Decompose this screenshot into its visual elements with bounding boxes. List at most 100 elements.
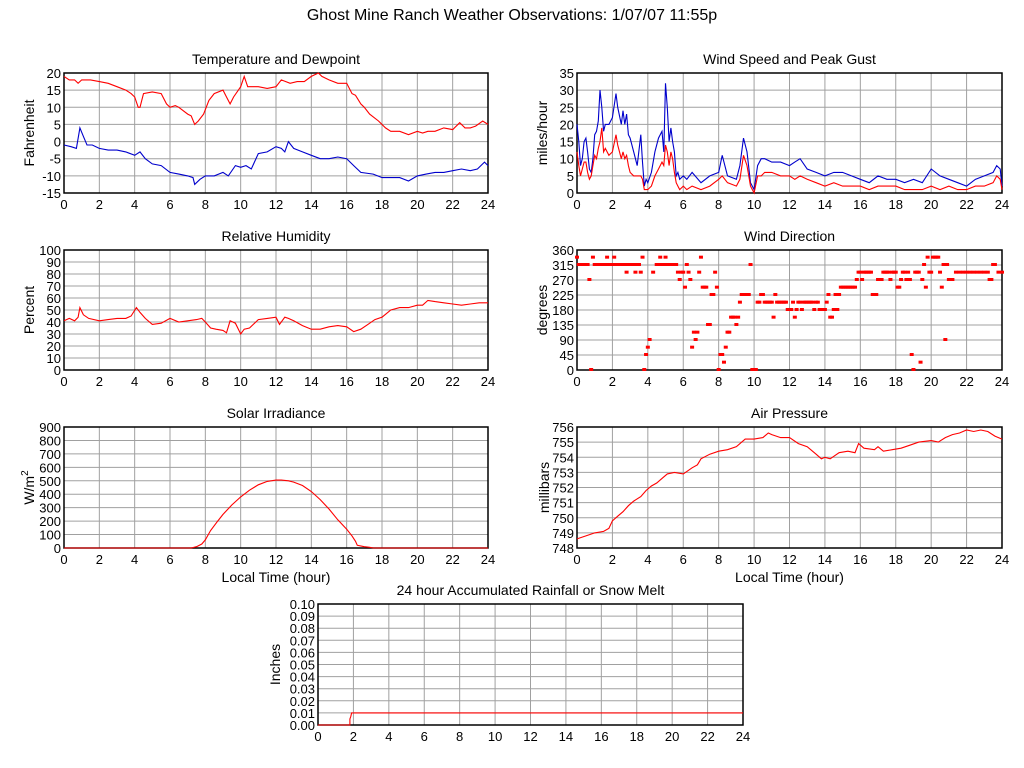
wind-direction-point: [711, 293, 716, 296]
x-tick-label: 6: [421, 729, 428, 744]
x-tick-label: 16: [594, 729, 608, 744]
x-tick-label: 0: [573, 197, 580, 212]
x-tick-label: 4: [644, 374, 651, 389]
y-tick-label: 360: [552, 243, 574, 258]
wind-direction-point: [945, 263, 950, 266]
y-tick-label: 0.04: [290, 670, 315, 685]
wind-direction-point: [633, 270, 638, 274]
x-tick-label: 2: [609, 552, 616, 567]
wind-direction-point: [971, 270, 976, 274]
x-tick-label: 20: [410, 374, 424, 389]
wind-direction-point: [946, 278, 951, 281]
wind-direction-point: [748, 263, 753, 266]
ylabel-text: degrees: [534, 285, 550, 336]
rainfall-series-rainfall: [318, 712, 743, 726]
x-tick-label: 18: [375, 197, 389, 212]
wind-direction-point: [695, 330, 700, 334]
y-tick-label: 500: [39, 474, 61, 489]
wind-direction-point: [769, 300, 774, 304]
wind-direction-point: [791, 300, 796, 304]
y-tick-label: 135: [552, 318, 574, 333]
wind-direction-point: [624, 270, 629, 274]
wind-direction-point: [830, 315, 834, 319]
wind-direction-point: [707, 323, 712, 326]
x-tick-label: 20: [410, 197, 424, 212]
y-tick-label: 900: [39, 420, 61, 435]
wind-direction-point: [893, 270, 898, 274]
x-tick-label: 20: [665, 729, 679, 744]
x-tick-label: 12: [782, 552, 796, 567]
x-tick-label: 12: [523, 729, 537, 744]
wind-direction-point: [978, 270, 983, 274]
y-tick-label: 0.08: [290, 621, 315, 636]
wind-direction-point: [723, 345, 728, 349]
wind-direction-point: [858, 270, 863, 274]
x-tick-label: 16: [339, 197, 353, 212]
y-tick-label: 20: [47, 339, 61, 354]
wind-direction-point: [644, 353, 649, 356]
y-tick-label: 15: [560, 135, 574, 150]
y-tick-label: -15: [42, 186, 61, 201]
x-tick-label: 16: [339, 374, 353, 389]
x-tick-label: 4: [644, 552, 651, 567]
y-tick-label: 100: [39, 243, 61, 258]
wind-direction-point: [938, 270, 943, 274]
wind-direction-point: [698, 255, 703, 259]
pressure-series-air-pressure: [576, 429, 1003, 540]
x-tick-label: 14: [818, 374, 832, 389]
wind-speed-series-wind-speed: [576, 127, 1003, 195]
wind-direction-point: [815, 300, 820, 304]
wind-direction-point: [658, 255, 663, 259]
wind-direction-point: [638, 270, 643, 274]
x-tick-label: 16: [853, 552, 867, 567]
x-tick-label: 0: [60, 197, 67, 212]
x-tick-label: 10: [233, 197, 247, 212]
wind-direction-ylabel: degrees: [534, 285, 550, 336]
x-tick-label: 4: [385, 729, 392, 744]
temperature-frame: [63, 72, 489, 194]
wind-direction-point: [907, 278, 912, 281]
wind-direction-point: [950, 278, 955, 281]
wind-direction-point: [798, 300, 803, 304]
wind-direction-point: [922, 263, 927, 266]
wind-direction-point: [684, 263, 689, 266]
wind-direction-point: [996, 270, 1001, 274]
x-tick-label: 20: [924, 197, 938, 212]
wind-direction-point: [868, 270, 873, 274]
y-tick-label: 10: [47, 351, 61, 366]
wind-direction-point: [688, 278, 693, 281]
pressure-frame: [576, 426, 1003, 549]
wind-direction-point: [799, 308, 804, 311]
wind-direction-point: [888, 278, 893, 281]
x-tick-label: 24: [995, 552, 1009, 567]
wind-speed-ylabel: miles/hour: [534, 100, 550, 165]
wind-direction-point: [585, 263, 590, 266]
x-tick-label: 4: [131, 552, 138, 567]
y-tick-label: 0.09: [290, 609, 315, 624]
x-tick-label: 6: [166, 197, 173, 212]
y-tick-label: 20: [560, 117, 574, 132]
x-tick-label: 20: [924, 374, 938, 389]
y-tick-label: 10: [47, 100, 61, 115]
wind-direction-point: [902, 270, 907, 274]
x-tick-label: 24: [481, 374, 495, 389]
x-tick-label: 4: [131, 197, 138, 212]
y-tick-label: 0.10: [290, 597, 315, 612]
x-tick-label: 22: [445, 197, 459, 212]
y-tick-label: 0.06: [290, 645, 315, 660]
humidity-series-relative-humidity: [63, 299, 488, 336]
y-tick-label: 35: [560, 66, 574, 81]
wind-direction-point: [822, 308, 827, 311]
wind-direction-point: [640, 255, 645, 259]
wind-direction-point: [589, 368, 594, 371]
y-tick-label: 25: [560, 100, 574, 115]
x-tick-label: 8: [715, 197, 722, 212]
y-tick-label: 700: [39, 447, 61, 462]
wind-direction-point: [953, 270, 958, 274]
wind-direction-point: [886, 270, 891, 274]
y-tick-label: 5: [54, 117, 61, 132]
wind-direction-point: [690, 345, 695, 349]
x-tick-label: 8: [202, 374, 209, 389]
